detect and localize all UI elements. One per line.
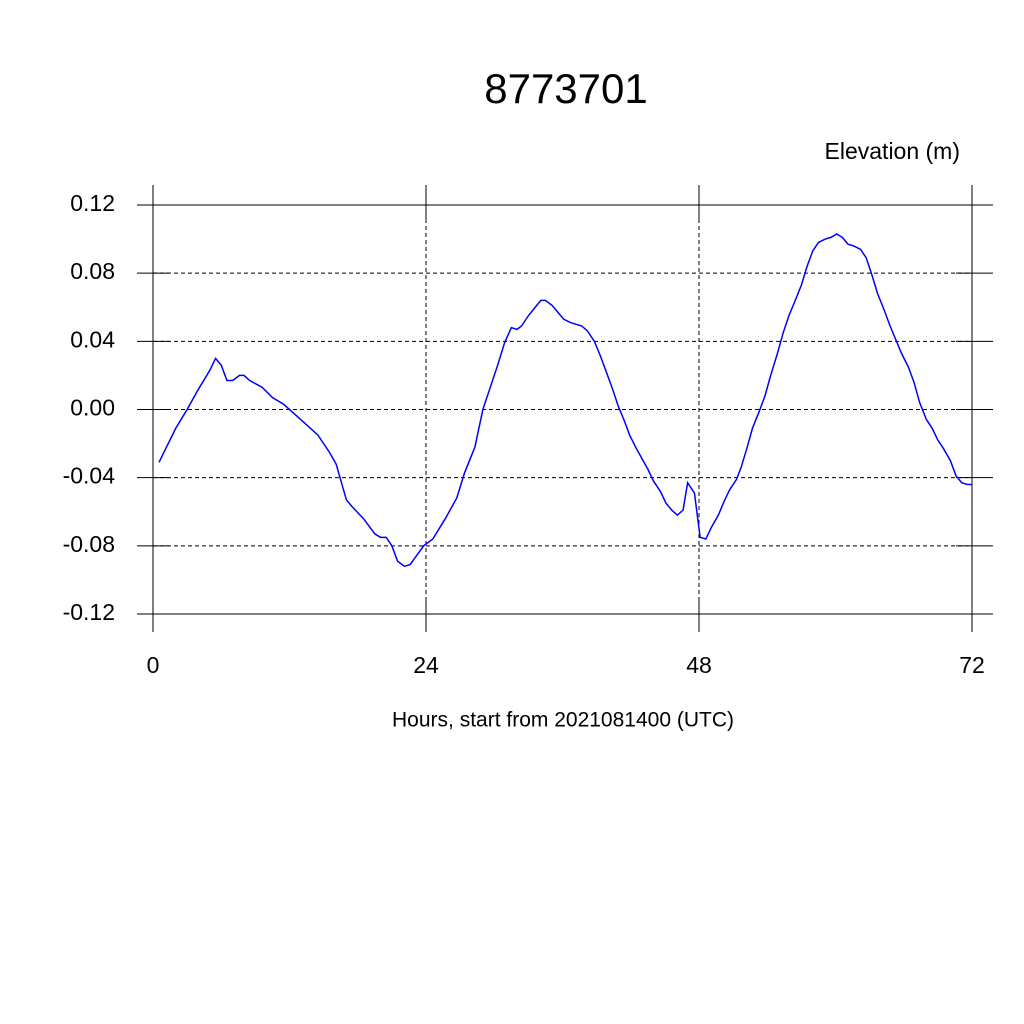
x-axis-label: Hours, start from 2021081400 (UTC) [392, 709, 734, 732]
y-tick-label: -0.08 [63, 531, 115, 557]
y-tick-label: 0.12 [70, 190, 115, 216]
y-tick-label: -0.12 [63, 599, 115, 625]
data-line [158, 233, 972, 568]
y-tick-label: 0.08 [70, 258, 115, 284]
x-tick-label: 72 [959, 652, 985, 678]
y-tick-label: 0.04 [70, 326, 115, 352]
y-axis-label: Elevation (m) [825, 138, 960, 164]
x-tick-label: 24 [413, 652, 439, 678]
y-tick-label: -0.04 [63, 463, 116, 489]
x-tick-label: 0 [147, 652, 160, 678]
y-tick-label: 0.00 [70, 395, 115, 421]
plot-frame [152, 204, 973, 615]
chart-title: 8773701 [484, 65, 648, 112]
x-tick-label: 48 [686, 652, 712, 678]
